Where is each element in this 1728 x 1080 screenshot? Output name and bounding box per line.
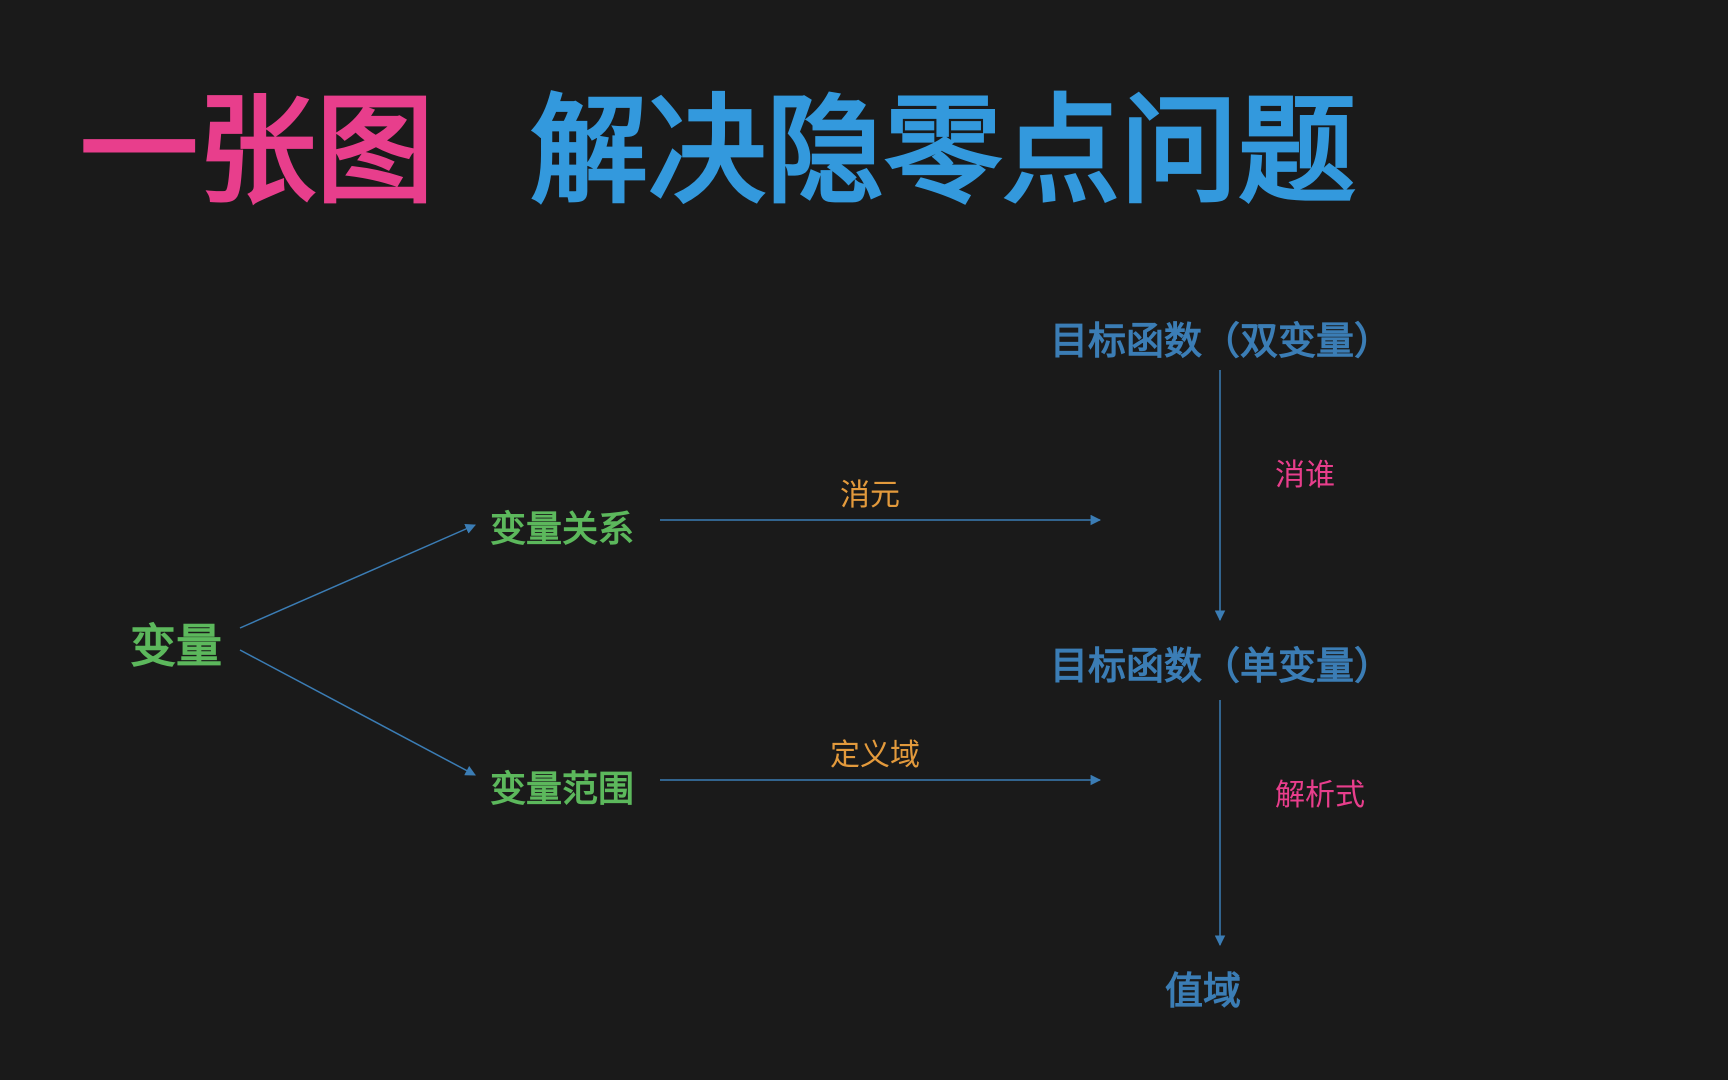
node-target-bivariate: 目标函数（双变量） xyxy=(1050,310,1392,365)
node-variable: 变量 xyxy=(130,610,222,676)
edge-arrow xyxy=(240,650,475,775)
node-variable-range: 变量范围 xyxy=(490,760,634,812)
node-range-output: 值域 xyxy=(1165,960,1241,1015)
diagram-canvas: 一张图 解决隐零点问题 变量 变量关系 变量范围 目标函数（双变量） 目标函数（… xyxy=(0,0,1728,1080)
edge-label-eliminate-which: 消谁 xyxy=(1275,450,1335,494)
edge-label-eliminate: 消元 xyxy=(840,470,900,514)
edge-label-analytic: 解析式 xyxy=(1275,770,1365,814)
title-part2: 解决隐零点问题 xyxy=(530,55,1356,226)
node-variable-relation: 变量关系 xyxy=(490,500,634,552)
node-target-univariate: 目标函数（单变量） xyxy=(1050,635,1392,690)
title-part1: 一张图 xyxy=(80,55,434,226)
edge-arrow xyxy=(240,525,475,628)
edge-label-domain: 定义域 xyxy=(830,730,920,774)
